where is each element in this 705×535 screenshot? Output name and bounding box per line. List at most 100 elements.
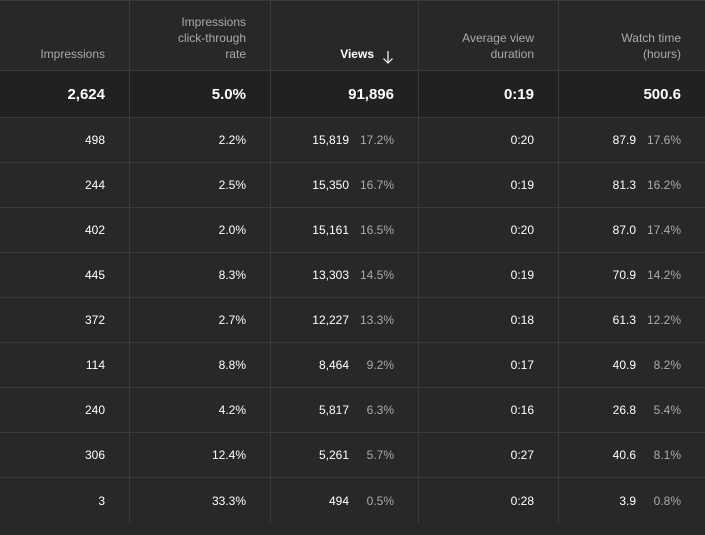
row-watch-time: 87.0 [612, 223, 636, 237]
row-impressions: 372 [84, 313, 105, 327]
header-watch-time[interactable]: Watch time (hours) [558, 1, 705, 70]
row-watch-time: 87.9 [612, 133, 636, 147]
row-views-cell: 12,227 13.3% [270, 298, 418, 342]
row-views: 15,819 [312, 133, 349, 147]
row-views-cell: 8,464 9.2% [270, 343, 418, 387]
row-ctr: 8.8% [129, 343, 270, 387]
row-views: 494 [328, 493, 349, 508]
header-avg-duration-label: Average view duration [462, 31, 534, 61]
row-watch-time: 26.8 [612, 403, 636, 417]
row-watch-time: 61.3 [612, 313, 636, 327]
header-ctr-label: Impressions click-through rate [177, 15, 246, 61]
row-watch-time-cell: 87.9 17.6% [558, 118, 705, 162]
row-views-percent: 14.5% [359, 268, 394, 282]
row-views: 13,303 [312, 268, 349, 282]
row-views: 5,817 [318, 403, 349, 417]
row-watch-time-cell: 26.8 5.4% [558, 388, 705, 432]
row-impressions: 306 [84, 448, 105, 462]
table-header: Impressions Impressions click-through ra… [0, 0, 705, 71]
total-watch-time: 500.6 [558, 71, 705, 117]
row-views-percent: 9.2% [366, 358, 394, 372]
header-ctr[interactable]: Impressions click-through rate [129, 1, 270, 70]
row-watch-time-cell: 40.6 8.1% [558, 433, 705, 477]
table-row[interactable]: 306 12.4% 5,261 5.7% 0:27 40.6 8.1% [0, 433, 705, 478]
row-views-cell: 13,303 14.5% [270, 253, 418, 297]
row-avg-duration: 0:19 [418, 253, 558, 297]
row-impressions: 402 [84, 223, 105, 237]
header-avg-duration[interactable]: Average view duration [418, 1, 558, 70]
total-ctr: 5.0% [129, 71, 270, 117]
row-views-percent: 16.7% [359, 178, 394, 192]
row-views-cell: 15,819 17.2% [270, 118, 418, 162]
row-watch-time-percent: 16.2% [646, 178, 681, 192]
row-impressions: 240 [84, 403, 105, 417]
row-views-cell: 15,161 16.5% [270, 208, 418, 252]
row-views: 8,464 [318, 358, 349, 372]
row-views: 15,161 [312, 223, 349, 237]
row-ctr: 33.3% [129, 478, 270, 523]
table-row[interactable]: 402 2.0% 15,161 16.5% 0:20 87.0 17.4% [0, 208, 705, 253]
table-row[interactable]: 3 33.3% 494 0.5% 0:28 3.9 0.8% [0, 478, 705, 523]
row-watch-time-percent: 0.8% [653, 493, 681, 508]
row-views-percent: 0.5% [366, 493, 394, 508]
row-watch-time-percent: 12.2% [646, 313, 681, 327]
row-avg-duration: 0:17 [418, 343, 558, 387]
header-impressions-label: Impressions [40, 47, 105, 61]
row-avg-duration: 0:20 [418, 118, 558, 162]
totals-row: 2,624 5.0% 91,896 0:19 500.6 [0, 71, 705, 118]
row-watch-time-percent: 8.2% [653, 358, 681, 372]
row-views-percent: 17.2% [359, 133, 394, 147]
row-impressions: 498 [84, 133, 105, 147]
table-row[interactable]: 498 2.2% 15,819 17.2% 0:20 87.9 17.6% [0, 118, 705, 163]
row-watch-time-cell: 81.3 16.2% [558, 163, 705, 207]
row-watch-time-percent: 17.6% [646, 133, 681, 147]
header-views-label: Views [340, 47, 374, 61]
total-impressions: 2,624 [67, 85, 105, 103]
row-ctr: 8.3% [129, 253, 270, 297]
header-impressions[interactable]: Impressions [0, 1, 129, 70]
row-watch-time-cell: 40.9 8.2% [558, 343, 705, 387]
row-views: 15,350 [312, 178, 349, 192]
total-views: 91,896 [270, 71, 418, 117]
total-avg-duration: 0:19 [418, 71, 558, 117]
table-row[interactable]: 445 8.3% 13,303 14.5% 0:19 70.9 14.2% [0, 253, 705, 298]
table-row[interactable]: 372 2.7% 12,227 13.3% 0:18 61.3 12.2% [0, 298, 705, 343]
header-watch-time-label: Watch time (hours) [621, 31, 681, 61]
header-views[interactable]: Views [270, 1, 418, 70]
row-watch-time-percent: 17.4% [646, 223, 681, 237]
row-avg-duration: 0:19 [418, 163, 558, 207]
row-avg-duration: 0:16 [418, 388, 558, 432]
row-ctr: 12.4% [129, 433, 270, 477]
row-impressions: 114 [85, 358, 105, 372]
row-watch-time-cell: 87.0 17.4% [558, 208, 705, 252]
row-ctr: 2.7% [129, 298, 270, 342]
row-watch-time-cell: 61.3 12.2% [558, 298, 705, 342]
row-watch-time-cell: 3.9 0.8% [558, 478, 705, 523]
row-avg-duration: 0:28 [418, 478, 558, 523]
row-avg-duration: 0:18 [418, 298, 558, 342]
row-watch-time-percent: 14.2% [646, 268, 681, 282]
row-ctr: 4.2% [129, 388, 270, 432]
row-watch-time: 3.9 [619, 493, 636, 508]
row-impressions: 3 [98, 493, 105, 508]
row-views: 5,261 [318, 448, 349, 462]
row-views-percent: 6.3% [366, 403, 394, 417]
table-row[interactable]: 244 2.5% 15,350 16.7% 0:19 81.3 16.2% [0, 163, 705, 208]
row-watch-time: 70.9 [612, 268, 636, 282]
row-ctr: 2.5% [129, 163, 270, 207]
row-views-cell: 15,350 16.7% [270, 163, 418, 207]
row-impressions: 445 [84, 268, 105, 282]
row-views-cell: 5,817 6.3% [270, 388, 418, 432]
row-watch-time-cell: 70.9 14.2% [558, 253, 705, 297]
row-ctr: 2.0% [129, 208, 270, 252]
row-views: 12,227 [312, 313, 349, 327]
row-ctr: 2.2% [129, 118, 270, 162]
arrow-down-icon [383, 51, 393, 64]
row-watch-time-percent: 5.4% [653, 403, 681, 417]
row-views-percent: 16.5% [359, 223, 394, 237]
row-watch-time-percent: 8.1% [653, 448, 681, 462]
row-views-percent: 13.3% [359, 313, 394, 327]
table-row[interactable]: 240 4.2% 5,817 6.3% 0:16 26.8 5.4% [0, 388, 705, 433]
table-row[interactable]: 114 8.8% 8,464 9.2% 0:17 40.9 8.2% [0, 343, 705, 388]
